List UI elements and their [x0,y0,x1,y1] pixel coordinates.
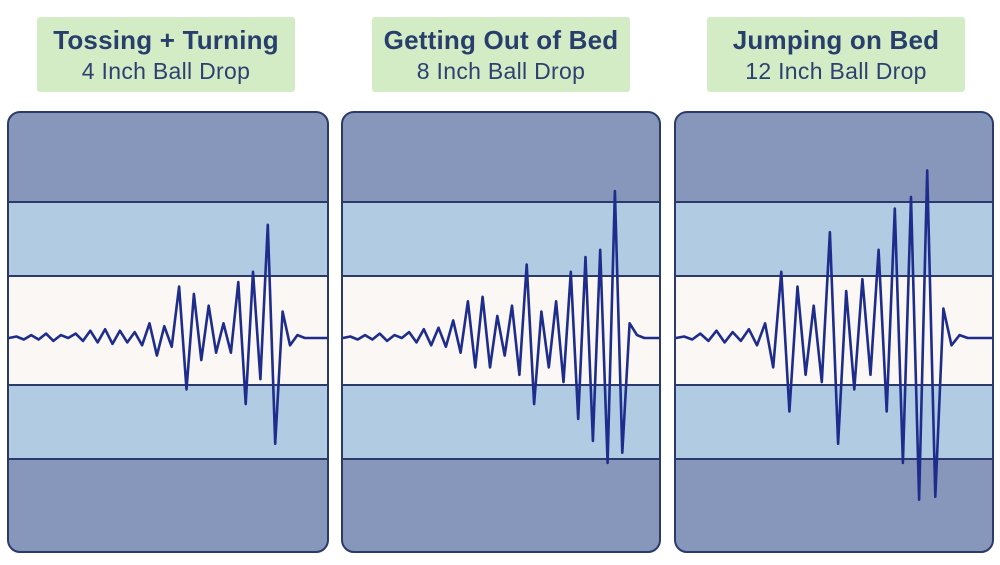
band-center [8,276,328,385]
band-inner-top [675,202,993,276]
band-outer-top [675,112,993,202]
band-outer-bottom [8,459,328,552]
waveform-panel-3 [674,111,994,553]
band-inner-bottom [675,385,993,459]
waveform-chart [7,111,329,553]
waveform-panel-1 [7,111,329,553]
title-box-2: Getting Out of Bed 8 Inch Ball Drop [372,17,630,92]
chart-subtitle: 12 Inch Ball Drop [745,57,927,84]
waveform-chart [674,111,994,553]
title-box-1: Tossing + Turning 4 Inch Ball Drop [37,17,295,92]
band-outer-bottom [675,459,993,552]
band-inner-top [8,202,328,276]
chart-title: Jumping on Bed [732,24,940,55]
band-inner-bottom [8,385,328,459]
band-inner-top [342,202,660,276]
chart-title: Getting Out of Bed [383,24,619,55]
chart-subtitle: 4 Inch Ball Drop [81,57,251,84]
waveform-line [675,169,993,501]
panel-frame [7,111,329,553]
band-outer-top [342,112,660,202]
panel-frame [674,111,994,553]
band-outer-bottom [342,459,660,552]
waveform-chart [341,111,661,553]
waveform-panel-2 [341,111,661,553]
waveform-line [8,223,328,446]
band-outer-top [8,112,328,202]
chart-subtitle: 8 Inch Ball Drop [416,57,586,84]
panel-frame [341,111,661,553]
waveform-line [342,189,660,465]
title-box-3: Jumping on Bed 12 Inch Ball Drop [707,17,965,92]
chart-title: Tossing + Turning [53,24,279,55]
band-inner-bottom [342,385,660,459]
